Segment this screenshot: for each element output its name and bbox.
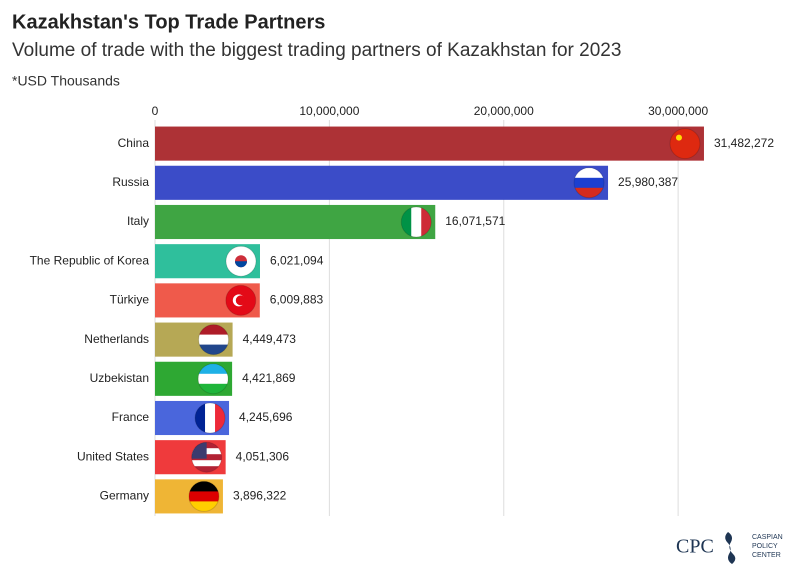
chart-title: Kazakhstan's Top Trade Partners [12, 11, 325, 33]
value-label: 16,071,571 [445, 214, 505, 228]
flag-stripe [401, 207, 412, 237]
flag-emblem [235, 295, 246, 306]
y-tick-label: Russia [112, 175, 149, 189]
x-tick-label: 30,000,000 [648, 104, 708, 118]
y-tick-label: Netherlands [84, 332, 149, 346]
y-tick-label: Italy [127, 214, 149, 228]
flag [225, 246, 256, 277]
flag-stripe [421, 207, 432, 237]
logo-icon [725, 532, 736, 564]
flag-stripe [198, 383, 229, 394]
logo-mark: CPC [676, 536, 714, 558]
bar [155, 204, 436, 240]
flag-stripe [574, 177, 605, 189]
logo-name: POLICY [752, 543, 778, 550]
y-tick-label: Türkiye [110, 293, 150, 307]
flag-ring [198, 324, 230, 356]
y-tick-label: The Republic of Korea [30, 253, 150, 267]
flag-stripe [215, 403, 226, 433]
flag-ring [194, 402, 226, 434]
flag-stripe [198, 344, 229, 355]
value-label: 4,051,306 [236, 449, 290, 463]
logo-name: CASPIAN [752, 534, 783, 541]
y-tick-label: China [118, 136, 150, 150]
flag-stripe [669, 128, 700, 159]
flag-stripe [198, 324, 229, 336]
flag-stripe [198, 373, 229, 385]
x-tick-label: 0 [152, 104, 159, 118]
flag-ring [225, 245, 257, 277]
x-tick-label: 20,000,000 [474, 104, 534, 118]
logo: CPC CASPIAN POLICY CENTER [676, 532, 783, 564]
logo-name: CENTER [752, 552, 781, 559]
flag-stripe [205, 403, 216, 433]
chart-note: *USD Thousands [12, 73, 120, 89]
y-tick-label: United States [77, 449, 149, 463]
x-tick-label: 10,000,000 [299, 104, 359, 118]
chart-subtitle: Volume of trade with the biggest trading… [12, 40, 621, 61]
flag [198, 324, 229, 355]
flag-star [675, 134, 682, 141]
flag-ring [669, 128, 701, 160]
value-label: 25,980,387 [618, 175, 678, 189]
value-label: 4,245,696 [239, 410, 293, 424]
flag-stripe [198, 334, 229, 346]
value-label: 31,482,272 [714, 136, 774, 150]
y-tick-label: France [112, 410, 150, 424]
flag [574, 167, 605, 198]
flag-ring [400, 206, 432, 238]
value-label: 6,009,883 [270, 293, 324, 307]
flag-stripe [191, 460, 222, 467]
y-tick-label: Germany [100, 489, 149, 503]
bar [155, 165, 609, 200]
flag-stripe [198, 363, 229, 375]
flag [401, 207, 432, 237]
flag-ring [191, 441, 223, 473]
flag-stripe [195, 403, 206, 433]
value-label: 4,449,473 [243, 332, 297, 346]
flag-stripe [188, 501, 219, 512]
flag [188, 481, 219, 512]
value-label: 4,421,869 [242, 371, 296, 385]
flag-stripe [191, 466, 222, 473]
flag-emblem [234, 261, 247, 268]
flag-stripe [188, 491, 219, 502]
flag-ring [225, 284, 257, 316]
flag-stripe [411, 207, 422, 237]
flag [195, 403, 226, 433]
y-tick-label: Uzbekistan [90, 371, 149, 385]
flag-stripe [574, 167, 605, 179]
flag-stripe [574, 187, 605, 198]
flag [198, 363, 229, 394]
value-label: 6,021,094 [270, 253, 324, 267]
flag-stripe [188, 481, 219, 492]
bar [155, 126, 704, 161]
value-label: 3,896,322 [233, 489, 287, 503]
flag [669, 128, 700, 159]
flag-ring [188, 480, 220, 512]
flag-ring [573, 167, 605, 199]
flag-ring [197, 363, 229, 395]
flag [225, 285, 256, 316]
